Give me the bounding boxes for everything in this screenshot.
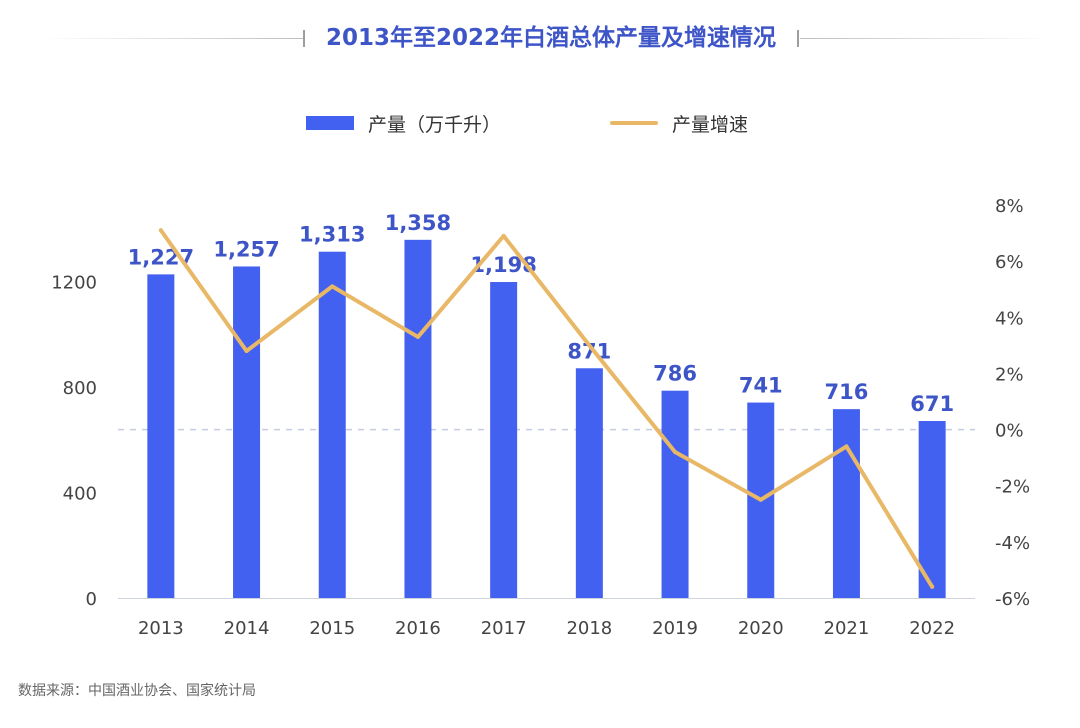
bar-value-label: 716 — [825, 380, 869, 404]
bar-value-label: 1,358 — [385, 211, 451, 235]
growth-point-2015 — [330, 284, 335, 289]
x-tick-label: 2018 — [566, 618, 612, 639]
growth-point-2018 — [587, 343, 592, 348]
x-tick-label: 2015 — [309, 618, 355, 639]
y-left-tick-label: 400 — [63, 484, 97, 505]
bar-2021 — [832, 409, 860, 598]
growth-line — [158, 228, 935, 589]
growth-point-2021 — [844, 444, 849, 449]
x-tick-label: 2020 — [738, 618, 784, 639]
y-right-tick-label: 2% — [995, 364, 1024, 385]
growth-point-2016 — [415, 334, 420, 339]
bar-2018 — [575, 368, 603, 598]
x-tick-label: 2016 — [395, 618, 441, 639]
bar-2015 — [318, 251, 346, 599]
growth-point-2017 — [501, 233, 506, 238]
growth-point-2014 — [244, 348, 249, 353]
title-tick-right — [797, 30, 799, 47]
x-tick-label: 2014 — [224, 618, 270, 639]
bar-2013 — [147, 274, 175, 598]
legend-line-swatch — [610, 121, 658, 125]
legend-bar-swatch — [306, 116, 354, 130]
x-tick-label: 2021 — [824, 618, 870, 639]
title-rule-right — [800, 38, 1050, 39]
y-right-tick-label: -4% — [995, 533, 1030, 554]
x-tick-label: 2019 — [652, 618, 698, 639]
source-note: 数据来源：中国酒业协会、国家统计局 — [18, 683, 256, 699]
growth-point-2022 — [930, 584, 935, 589]
y-right-tick-label: 0% — [995, 421, 1024, 442]
y-left-tick-label: 1200 — [51, 273, 97, 294]
chart-title: 2013年至2022年白酒总体产量及增速情况 — [325, 25, 777, 51]
bar-value-label: 741 — [739, 374, 783, 398]
y-left-tick-label: 0 — [86, 589, 97, 610]
bar-2019 — [661, 390, 689, 598]
y-right-tick-label: 4% — [995, 308, 1024, 329]
growth-point-2020 — [758, 497, 763, 502]
bar-value-label: 1,227 — [128, 245, 194, 269]
y-right-tick-label: 8% — [995, 196, 1024, 217]
bar-2017 — [490, 282, 518, 598]
x-tick-label: 2017 — [481, 618, 527, 639]
growth-point-2013 — [158, 228, 163, 233]
y-right-tick-label: -2% — [995, 477, 1030, 498]
bar-2016 — [404, 239, 432, 598]
title-tick-left — [303, 30, 305, 47]
x-tick-label: 2022 — [909, 618, 955, 639]
bar-value-label: 1,257 — [213, 237, 279, 261]
x-tick-label: 2013 — [138, 618, 184, 639]
growth-point-2019 — [673, 450, 678, 455]
bar-2014 — [233, 266, 261, 598]
legend-line-label: 产量增速 — [672, 114, 749, 136]
bar-value-label: 786 — [653, 362, 697, 386]
bar-value-label: 1,313 — [299, 223, 365, 247]
y-left-tick-label: 800 — [63, 378, 97, 399]
bar-value-label: 671 — [910, 392, 954, 416]
y-right-tick-label: 6% — [995, 252, 1024, 273]
legend-bar-label: 产量（万千升） — [368, 114, 502, 136]
title-rule-left — [40, 38, 304, 39]
title-area: 2013年至2022年白酒总体产量及增速情况 — [0, 18, 1080, 58]
y-right-tick-label: -6% — [995, 589, 1030, 610]
